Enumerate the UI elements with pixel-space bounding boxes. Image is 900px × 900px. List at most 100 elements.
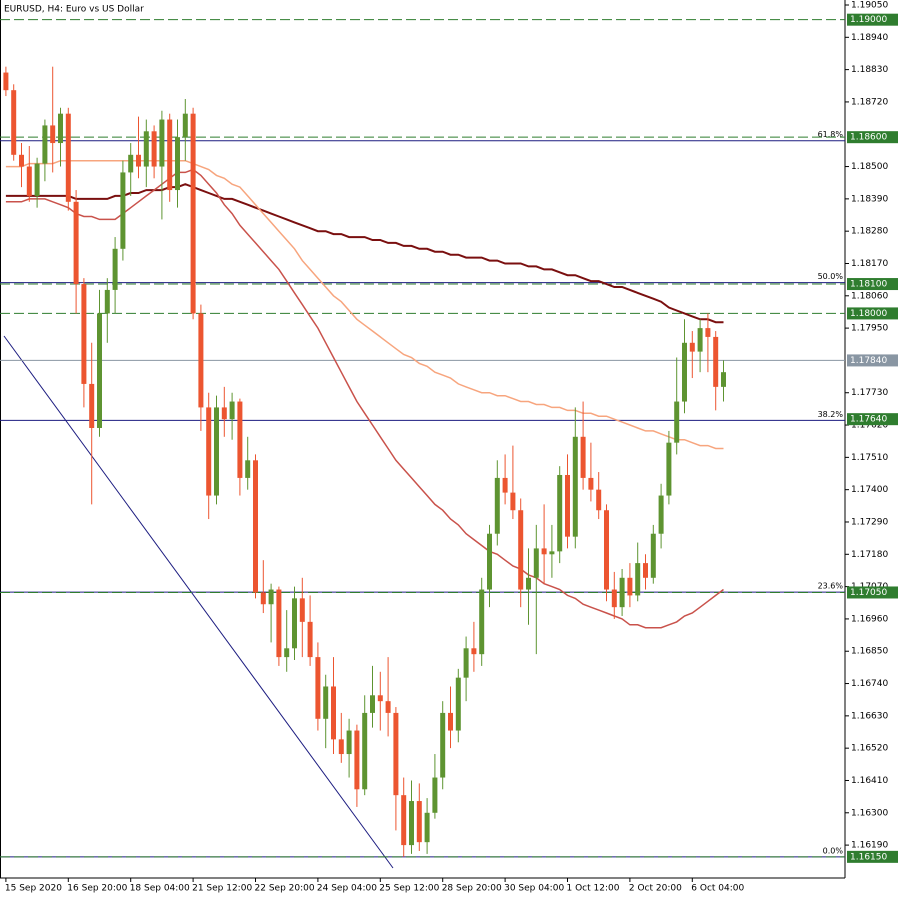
candle-body: [245, 460, 251, 478]
x-tick-label: 18 Sep 04:00: [130, 884, 190, 894]
candle-body: [128, 154, 134, 173]
candle-body: [580, 436, 586, 478]
candle-body: [611, 589, 617, 608]
candle-body: [323, 686, 329, 719]
candle-body: [518, 510, 524, 590]
candle-body: [237, 401, 243, 478]
price-level-label: 1.18600: [850, 133, 887, 143]
price-level-box: [847, 278, 898, 291]
candle-body: [557, 474, 563, 552]
candle-body: [143, 131, 149, 167]
candle-body: [19, 154, 24, 167]
candle-body: [487, 533, 492, 590]
candle-body: [260, 592, 266, 605]
candle-body: [627, 577, 633, 596]
candle-body: [50, 125, 56, 144]
fib-level-label: 23.6%: [818, 582, 844, 591]
candle-body: [604, 510, 609, 590]
candle-body: [65, 113, 71, 202]
candle-body: [331, 686, 336, 740]
y-tick-label: 1.18500: [851, 162, 888, 172]
candle-body: [393, 712, 399, 796]
candle-body: [650, 533, 656, 578]
candle-body: [292, 598, 297, 649]
y-tick-label: 1.17290: [851, 517, 888, 527]
price-level-box: [847, 354, 898, 367]
y-tick-label: 1.16410: [851, 776, 888, 786]
x-tick-label: 16 Sep 20:00: [67, 884, 127, 894]
moving-average: [5, 168, 724, 629]
y-tick-label: 1.16190: [851, 841, 888, 851]
candle-body: [198, 313, 204, 408]
y-tick-label: 1.17730: [851, 388, 888, 398]
candle-body: [42, 125, 48, 164]
candle-body: [619, 577, 625, 608]
fib-level-label: 0.0%: [823, 846, 844, 855]
candle-body: [112, 248, 118, 290]
price-level-box: [847, 850, 898, 863]
price-level-label: 1.18100: [850, 280, 887, 290]
price-level-label: 1.19000: [850, 15, 887, 25]
candle-body: [541, 548, 547, 555]
moving-average: [5, 159, 724, 450]
x-tick-label: 6 Oct 04:00: [691, 884, 744, 894]
candle-body: [471, 648, 477, 655]
candle-body: [549, 551, 555, 555]
y-tick-label: 1.18280: [851, 227, 888, 237]
candle-body: [409, 801, 414, 846]
candle-body: [97, 313, 102, 428]
candle-body: [713, 336, 719, 387]
y-tick-label: 1.18830: [851, 65, 888, 75]
candle-body: [175, 137, 180, 191]
y-tick-label: 1.17950: [851, 324, 888, 334]
candle-body: [151, 131, 157, 167]
candle-body: [346, 730, 352, 755]
candle-body: [206, 407, 212, 496]
candle-body: [315, 657, 321, 719]
price-level-box: [847, 13, 898, 26]
candle-body: [635, 563, 641, 596]
y-tick-label: 1.16850: [851, 647, 888, 657]
candle-body: [221, 407, 227, 420]
x-tick-label: 28 Sep 20:00: [442, 884, 502, 894]
x-tick-label: 30 Sep 04:00: [504, 884, 564, 894]
y-tick-label: 1.18940: [851, 33, 888, 43]
candle-body: [120, 172, 126, 249]
candle-body: [565, 474, 570, 537]
moving-average: [5, 183, 724, 324]
candle-body: [401, 795, 407, 846]
price-level-label: 1.16150: [850, 852, 887, 862]
candle-body: [58, 113, 63, 144]
candle-body: [697, 328, 703, 352]
candle-body: [229, 401, 235, 420]
y-tick-label: 1.16520: [851, 744, 888, 754]
candle-body: [370, 695, 375, 713]
price-level-box: [847, 131, 898, 144]
candle-body: [424, 812, 430, 843]
candle-body: [338, 739, 344, 755]
y-tick-label: 1.16960: [851, 614, 888, 624]
fib-level-label: 50.0%: [818, 272, 844, 281]
y-tick-label: 1.18060: [851, 291, 888, 301]
y-tick-label: 1.16300: [851, 808, 888, 818]
y-tick-label: 1.18720: [851, 97, 888, 107]
candle-body: [674, 401, 680, 443]
candle-body: [377, 695, 383, 702]
price-level-label: 1.17640: [850, 415, 887, 425]
candle-body: [190, 113, 196, 314]
candle-body: [3, 72, 9, 91]
x-tick-label: 1 Oct 12:00: [567, 884, 620, 894]
candle-body: [721, 372, 726, 387]
candle-body: [307, 621, 313, 658]
price-level-label: 1.18000: [850, 309, 887, 319]
y-tick-label: 1.17400: [851, 485, 888, 495]
candle-body: [104, 289, 110, 314]
candle-body: [455, 677, 461, 731]
candle-body: [666, 442, 672, 496]
candle-body: [448, 712, 453, 731]
candle-body: [73, 201, 79, 285]
price-level-label: 1.17840: [850, 356, 887, 366]
candle-body: [658, 495, 664, 534]
